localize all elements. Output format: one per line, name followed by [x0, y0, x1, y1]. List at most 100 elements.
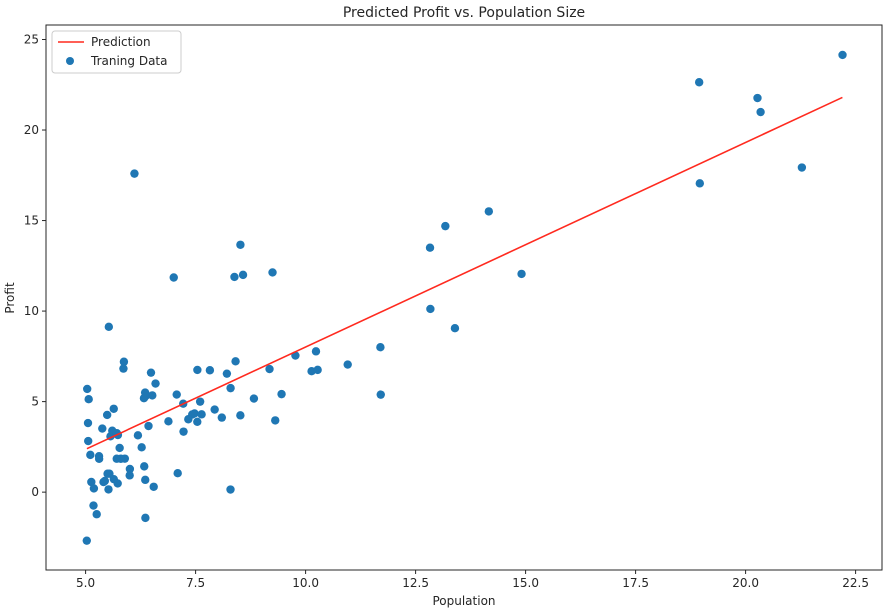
- training-data-point: [265, 364, 274, 374]
- training-data-point: [313, 365, 322, 375]
- training-data-point: [756, 107, 765, 117]
- training-data-point: [141, 475, 150, 485]
- training-data-point: [84, 394, 93, 404]
- training-data-point: [193, 417, 202, 427]
- training-data-point: [205, 366, 215, 375]
- training-data-point: [92, 510, 101, 519]
- training-data-point: [173, 468, 182, 478]
- y-tick-label: 25: [24, 32, 39, 46]
- y-axis-label: Profit: [3, 282, 17, 314]
- training-data-point: [236, 240, 245, 249]
- x-tick-label: 20.0: [732, 576, 759, 590]
- chart-title: Predicted Profit vs. Population Size: [343, 5, 585, 21]
- legend-prediction-label: Prediction: [91, 35, 151, 49]
- x-tick-label: 17.5: [622, 576, 649, 590]
- training-data-point: [109, 404, 118, 413]
- training-data-point: [376, 390, 385, 399]
- training-data-point: [236, 411, 245, 420]
- training-data-point: [133, 431, 143, 440]
- training-data-point: [226, 485, 235, 494]
- y-tick-label: 5: [31, 395, 39, 409]
- training-data-point: [268, 268, 277, 277]
- x-tick-label: 12.5: [402, 576, 429, 590]
- prediction-line: [86, 96, 843, 450]
- training-data-point: [83, 418, 93, 428]
- x-tick-label: 22.5: [842, 576, 869, 590]
- training-data-point: [89, 484, 99, 493]
- x-tick-label: 7.5: [186, 576, 205, 590]
- training-data-point: [753, 93, 762, 103]
- training-data-point: [130, 169, 139, 178]
- training-data-point: [84, 436, 93, 446]
- training-data-point: [112, 454, 121, 463]
- training-data-point: [137, 443, 146, 452]
- x-tick-label: 15.0: [512, 576, 539, 590]
- training-data-point: [119, 357, 129, 366]
- training-data-point: [222, 369, 232, 378]
- training-data-point: [144, 421, 153, 431]
- training-data-point: [179, 427, 188, 436]
- training-data-point: [164, 417, 173, 426]
- training-data-point: [231, 357, 240, 366]
- training-data-point: [277, 389, 286, 399]
- training-data-point: [86, 450, 95, 460]
- y-tick-label: 0: [31, 485, 39, 499]
- training-data-point: [376, 343, 385, 352]
- training-data-point: [87, 477, 96, 487]
- training-data-point: [271, 416, 280, 425]
- training-data-point: [184, 415, 193, 424]
- legend-box: [51, 30, 182, 74]
- training-data-point: [148, 391, 157, 400]
- training-data-point: [113, 479, 122, 488]
- training-data-point: [450, 323, 460, 333]
- y-tick-label: 15: [24, 214, 39, 228]
- training-data-point: [230, 272, 239, 282]
- training-data-point: [484, 207, 494, 216]
- training-data-point: [89, 501, 98, 510]
- y-axis: 0 5 10 15 20 25: [24, 32, 46, 499]
- training-data-point: [517, 269, 526, 279]
- training-data-point: [82, 536, 91, 545]
- legend-training-swatch: [66, 57, 74, 65]
- x-axis: 5.0 7.5 10.0 12.5 15.0 17.5 20.0 22.5: [76, 570, 869, 590]
- training-data-point: [146, 368, 156, 377]
- training-data-point: [108, 426, 117, 435]
- legend-training-label: Traning Data: [90, 54, 167, 68]
- training-data-point: [311, 347, 321, 356]
- training-data-point: [217, 413, 227, 422]
- training-data-point: [125, 471, 134, 480]
- training-data-point: [104, 322, 114, 332]
- training-data-point: [140, 388, 150, 397]
- training-data-point: [125, 464, 135, 474]
- x-tick-label: 10.0: [292, 576, 319, 590]
- series-layer: [82, 50, 847, 545]
- training-data-point: [172, 390, 181, 399]
- training-data-point: [193, 365, 202, 375]
- training-data-point: [694, 78, 704, 87]
- training-data-point: [425, 243, 435, 252]
- y-tick-label: 20: [24, 123, 39, 137]
- training-data-point: [98, 424, 107, 433]
- y-tick-label: 10: [24, 304, 39, 318]
- training-data-point: [797, 163, 807, 172]
- training-data-point: [140, 462, 149, 471]
- training-data-point: [226, 383, 235, 393]
- training-data-point: [149, 482, 158, 491]
- training-data-point: [94, 451, 104, 461]
- training-data-point: [249, 394, 259, 403]
- plot-area: [45, 24, 883, 571]
- legend: Prediction Traning Data: [51, 30, 182, 74]
- training-data-point: [441, 221, 450, 231]
- training-data-point: [104, 485, 113, 494]
- x-tick-label: 5.0: [76, 576, 95, 590]
- training-data-point: [210, 405, 219, 414]
- training-data-point: [103, 469, 112, 478]
- training-data-point: [695, 179, 704, 188]
- training-data-point: [100, 476, 110, 486]
- training-data-point: [115, 443, 124, 453]
- training-data-point: [141, 513, 150, 523]
- training-data-point: [238, 270, 248, 280]
- training-data-point: [195, 397, 205, 406]
- training-data-point: [83, 384, 92, 394]
- training-data-point: [426, 304, 435, 314]
